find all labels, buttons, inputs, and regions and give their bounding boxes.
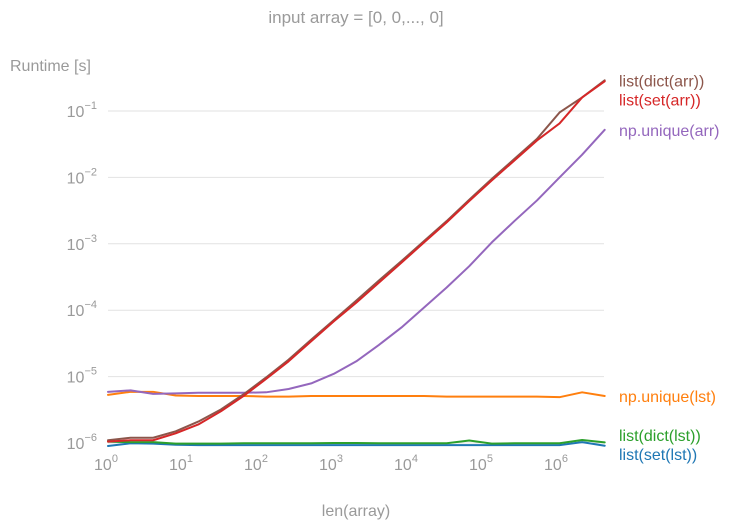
series-line-3	[107, 390, 606, 399]
series-label-2: np.unique(arr)	[619, 123, 720, 140]
y-tick-label-4: 10−2	[67, 166, 97, 187]
y-tick-label-1: 10−5	[67, 366, 97, 387]
series-line-4	[107, 438, 606, 445]
y-tick-label-2: 10−4	[67, 299, 97, 320]
x-tick-labels: 100 101 102 103 104 105 106	[94, 453, 568, 474]
series-label-1: list(set(arr))	[619, 92, 701, 109]
x-tick-label-1: 101	[169, 453, 193, 474]
x-tick-label-3: 103	[319, 453, 343, 474]
y-tick-labels: 10−6 10−5 10−4 10−3 10−2 10−1	[67, 100, 97, 453]
y-tick-label-3: 10−3	[67, 233, 97, 254]
series-line-0	[107, 79, 606, 442]
x-tick-label-0: 100	[94, 453, 118, 474]
x-tick-label-4: 104	[394, 453, 418, 474]
series-line-1	[107, 80, 606, 443]
chart-title: input array = [0, 0,..., 0]	[268, 8, 443, 27]
y-tick-label-5: 10−1	[67, 100, 97, 121]
x-tick-label-2: 102	[244, 453, 268, 474]
x-tick-label-5: 105	[469, 453, 493, 474]
series-label-4: list(dict(lst))	[619, 428, 701, 445]
series-lines	[107, 79, 606, 448]
series-line-2	[107, 128, 606, 395]
x-tick-label-6: 106	[544, 453, 568, 474]
series-labels: list(dict(arr)) list(set(arr)) np.unique(a…	[619, 73, 720, 464]
series-label-5: list(set(lst))	[619, 447, 697, 464]
y-axis-label: Runtime [s]	[10, 58, 91, 75]
series-label-3: np.unique(lst)	[619, 389, 716, 406]
series-label-0: list(dict(arr))	[619, 73, 704, 90]
series-line-5	[107, 441, 606, 448]
x-axis-label: len(array)	[322, 503, 390, 520]
y-tick-label-0: 10−6	[67, 432, 97, 453]
